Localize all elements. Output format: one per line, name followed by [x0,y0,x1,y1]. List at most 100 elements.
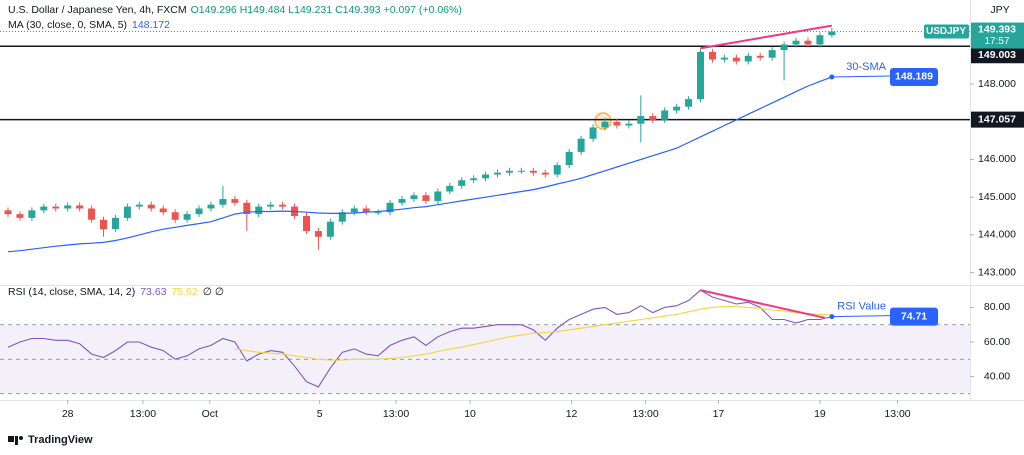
candle-body [577,138,585,152]
x-tick-label: 13:00 [632,408,658,420]
symbol-tag-name [924,24,969,39]
candle-body [183,214,191,220]
candle-body [708,52,716,60]
candle-body [529,170,537,173]
logo-part [19,436,23,440]
candle-body [816,35,824,45]
candle-body [804,40,812,45]
candle-body [28,210,36,218]
series-line [234,306,832,361]
series-legend: RSI (14, close, SMA, 14, 2) 73.63 75.62 ∅ ∅ [8,286,224,298]
annotation-value: 74.71 [901,310,927,322]
candle-body [219,199,227,205]
candle-body [553,165,561,175]
annotation-pointer [831,315,891,318]
countdown: 17:57 [984,36,1009,47]
tradingview-logo [8,436,23,445]
ohlc-value: +0.097 (+0.06%) [384,4,462,16]
brand: TradingView [28,434,93,446]
candle-body [374,212,382,214]
candle-body [613,121,621,126]
annotation-dot [829,314,835,320]
y-tick-label: 148.000 [978,78,1016,90]
y-tick-label: 40.00 [984,370,1010,382]
annotation-text: 30-SMA [846,61,886,73]
ohlc-value: L149.231 [288,4,332,16]
candle-body [100,219,108,230]
candle-body [159,208,167,213]
price-tag [971,22,1024,49]
candle-body [147,204,155,209]
candle-body [88,208,96,220]
x-tick-label: 13:00 [130,408,156,420]
level-tag-text: 147.057 [978,113,1016,125]
trendline [700,289,825,319]
legend-value: 75.62 [172,286,198,298]
currency-label: JPY [990,4,1009,16]
candle-body [673,106,681,111]
trendline [700,24,833,50]
symbol-title: U.S. Dollar / Japanese Yen, 4h, FXCM [8,4,187,16]
candle-body [52,206,60,209]
candle-body [685,99,693,107]
candle-body [541,172,549,175]
annotation-tag [890,67,938,86]
level-tag-text: 149.003 [978,49,1016,61]
candle-body [494,172,502,175]
ohlc-value: O149.296 [191,4,237,16]
annotation-tag [890,307,938,326]
x-tick-label: 10 [464,408,476,420]
candle-body [434,191,442,201]
candle-body [302,216,310,232]
candle-body [601,121,609,128]
legend-title: U.S. Dollar / Japanese Yen, 4h, FXCM O149… [8,4,462,16]
series-legend: MA (30, close, 0, SMA, 5) 148.172 [8,19,170,31]
y-tick-label: 143.000 [978,266,1016,278]
y-tick-label: 144.000 [978,229,1016,241]
y-tick-label: 146.000 [978,153,1016,165]
candle-body [64,205,72,209]
candle-body [517,170,525,172]
candle-body [267,204,275,207]
candle-body [697,52,705,100]
legend-value: 73.63 [140,286,166,298]
x-tick-label: 12 [566,408,578,420]
candle-body [362,208,370,213]
candle-body [792,40,800,45]
candle-body [111,217,119,230]
legend-name: MA (30, close, 0, SMA, 5) [8,19,127,31]
x-tick-label: Oct [202,408,218,420]
candle-body [720,57,728,60]
candle-body [470,178,478,181]
candle-body [314,231,322,237]
legend-value: 148.172 [132,19,170,31]
annotation-dot [829,74,835,80]
candle-body [565,151,573,166]
candle-body [195,208,203,215]
candle-body [16,214,24,218]
candle-body [637,116,645,124]
x-tick-label: 19 [814,408,826,420]
candle-body [732,57,740,62]
candle-body [231,199,239,203]
series-line [7,76,833,253]
candle-body [338,212,346,222]
candle-body [255,206,263,215]
candle-body [76,205,84,209]
annotation-text: RSI Value [837,300,886,312]
series-line [7,289,833,388]
candle-body [135,204,143,207]
candle-body [505,170,513,173]
x-tick-label: 13:00 [383,408,409,420]
x-tick-label: 13:00 [884,408,910,420]
candle-body [482,174,490,179]
y-tick-label: 60.00 [984,336,1010,348]
candle-body [780,44,788,51]
annotation-pointer [831,75,891,78]
candle-body [625,123,633,126]
candle-body [661,110,669,120]
price-tag-text: 149.393 [978,23,1016,35]
candle-body [279,204,287,207]
candle-body [326,221,334,237]
